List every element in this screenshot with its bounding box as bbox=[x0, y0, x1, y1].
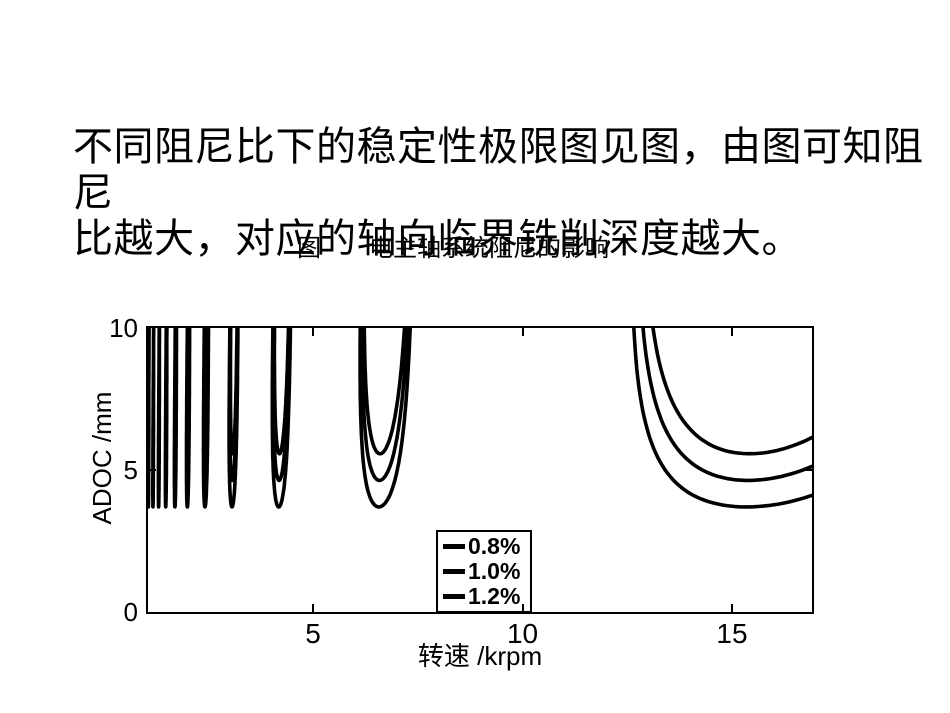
stability-curves bbox=[148, 328, 812, 509]
legend-row: 1.2% bbox=[443, 584, 530, 609]
x-tick-mark bbox=[521, 328, 524, 336]
stability-lobes-chart: 0.8% 1.0% 1.2% ADOC /mm 转速 /krpm 5 10 15 0 5… bbox=[0, 300, 950, 700]
y-tick-label: 5 bbox=[123, 455, 138, 485]
y-tick-mark bbox=[804, 469, 812, 471]
y-tick-label: 10 bbox=[109, 313, 138, 343]
figure-caption: 图 电主轴系统阻尼的影响 bbox=[297, 228, 609, 263]
legend-line-swatch bbox=[443, 544, 465, 549]
stability-limit-curves bbox=[148, 328, 812, 509]
x-tick-mark bbox=[730, 604, 733, 612]
x-tick-mark bbox=[312, 328, 315, 336]
legend-row: 1.0% bbox=[443, 559, 530, 584]
legend-label: 1.2% bbox=[468, 583, 521, 609]
x-tick-label: 15 bbox=[716, 618, 748, 649]
legend-line-swatch bbox=[443, 569, 465, 574]
y-tick-label: 0 bbox=[123, 597, 138, 627]
x-axis-label: 转速 /krpm bbox=[417, 641, 543, 671]
title-line-1: 不同阻尼比下的稳定性极限图见图，由图可知阻尼 bbox=[73, 124, 924, 215]
figure-caption-text: 电主轴系统阻尼的影响 bbox=[369, 236, 609, 262]
chart-legend: 0.8% 1.0% 1.2% bbox=[436, 530, 532, 613]
x-tick-mark bbox=[521, 604, 524, 612]
x-tick-mark bbox=[730, 328, 733, 336]
x-tick-label: 10 bbox=[506, 618, 539, 649]
legend-label: 1.0% bbox=[468, 558, 521, 584]
title-line-2: 比越大，对应的轴向临界铣削深度越大。 bbox=[73, 216, 802, 261]
slide-title: 不同阻尼比下的稳定性极限图见图，由图可知阻尼 比越大，对应的轴向临界铣削深度越大… bbox=[73, 124, 937, 262]
plot-area: 0.8% 1.0% 1.2% bbox=[146, 326, 814, 614]
x-tick-mark bbox=[312, 604, 315, 612]
y-tick-mark bbox=[148, 469, 156, 471]
figure-caption-prefix: 图 bbox=[297, 236, 321, 262]
legend-line-swatch bbox=[443, 594, 465, 599]
legend-label: 0.8% bbox=[468, 533, 521, 559]
legend-row: 0.8% bbox=[443, 534, 530, 559]
x-tick-label: 5 bbox=[305, 618, 321, 649]
